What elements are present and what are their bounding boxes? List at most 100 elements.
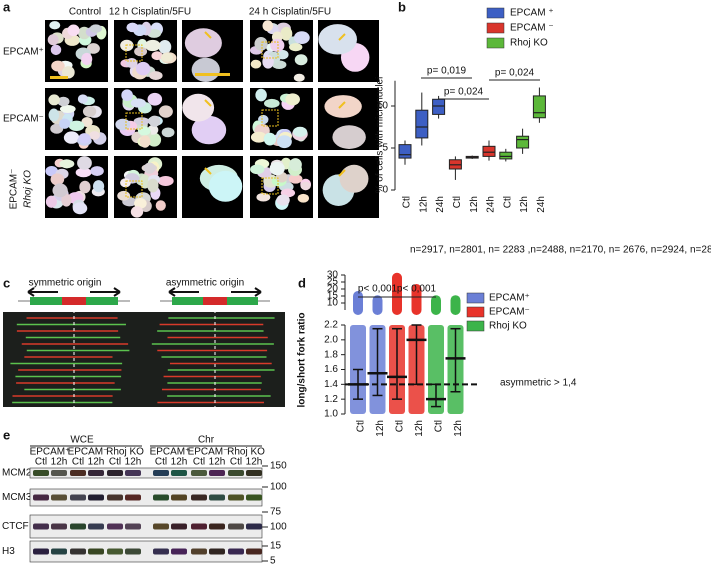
red-label: [62, 297, 86, 305]
nucleus: [67, 24, 80, 37]
dot-cloud: [428, 325, 444, 414]
band: [228, 494, 244, 501]
box: [482, 145, 496, 157]
y-axis-label: long/short fork ratio: [297, 313, 308, 408]
marker-label: 5: [270, 556, 276, 564]
scale-bar: [50, 76, 68, 79]
band: [228, 548, 244, 555]
nucleus: [79, 180, 91, 194]
band: [88, 523, 104, 530]
legend-swatch: [486, 7, 505, 19]
nucleus: [263, 132, 277, 146]
condition-label: EPCAM⁺: [150, 447, 191, 458]
nucleus: [148, 115, 161, 127]
legend-label: EPCAM ⁻: [510, 23, 554, 34]
x-tick-label: 12h: [375, 420, 386, 437]
nucleus: [332, 125, 366, 149]
threshold-label: asymmetric > 1,4: [500, 378, 577, 389]
nucleus: [57, 96, 70, 107]
nucleus: [270, 38, 285, 52]
lane-label: 12h: [246, 457, 263, 468]
nucleus: [117, 190, 131, 201]
nucleus: [134, 46, 148, 57]
x-tick-label: 12h: [519, 196, 530, 213]
origin-label: symmetric origin: [29, 278, 102, 289]
panel-label: d: [298, 275, 306, 290]
band: [125, 470, 141, 476]
band: [153, 470, 169, 476]
nucleus: [262, 54, 274, 69]
nucleus: [81, 52, 93, 66]
legend-swatch: [486, 37, 505, 49]
nucleus: [149, 71, 163, 80]
band: [125, 523, 141, 530]
nucleus: [50, 173, 65, 186]
y-tick-label: 25: [327, 277, 339, 288]
nucleus: [144, 39, 161, 52]
nucleus: [125, 58, 138, 69]
box: [398, 144, 412, 159]
nucleus: [184, 28, 222, 58]
nucleus: [89, 24, 102, 33]
nucleus: [93, 180, 105, 193]
box: [499, 151, 513, 160]
nucleus: [59, 104, 76, 113]
nucleus: [120, 178, 131, 188]
nucleus: [158, 105, 173, 118]
fork-arrow: [168, 287, 262, 297]
y-tick-label: 15: [327, 291, 339, 302]
lane-label: Ctl: [230, 457, 242, 468]
nucleus: [86, 43, 100, 54]
legend-label: Rhoj KO: [489, 321, 527, 332]
nucleus: [297, 193, 310, 203]
marker-label: 15: [270, 541, 282, 552]
nucleus: [269, 161, 285, 176]
zoom-box: [125, 44, 143, 62]
nucleus: [51, 60, 65, 72]
nucleus: [45, 166, 58, 177]
nucleus: [182, 93, 215, 122]
nucleus: [126, 22, 139, 33]
band: [51, 523, 67, 530]
x-tick-label: 12h: [418, 196, 429, 213]
legend-swatch: [486, 22, 505, 34]
y-tick-label: 2.2: [324, 320, 338, 331]
row-label: EPCAM⁻: [3, 114, 44, 125]
p-value: p= 0,024: [444, 87, 484, 98]
nucleus: [130, 98, 146, 108]
legend-label: EPCAM⁻: [489, 307, 530, 318]
legend-label: EPCAM ⁺: [510, 8, 554, 19]
condition-label: EPCAM⁺: [30, 447, 71, 458]
lane-label: Ctl: [35, 457, 47, 468]
panel-label: a: [3, 0, 11, 14]
x-tick-label: 12h: [414, 420, 425, 437]
band: [33, 523, 49, 530]
zoom-box: [125, 112, 143, 130]
nucleus: [78, 133, 91, 144]
marker-label: 150: [270, 461, 287, 472]
lane-label: 12h: [88, 457, 105, 468]
p-value: p< 0,001: [358, 284, 398, 295]
band: [246, 494, 262, 501]
arrow: [204, 167, 346, 177]
nucleus: [135, 61, 151, 76]
lane-label: 12h: [51, 457, 68, 468]
y-tick-label: 1.6: [324, 364, 338, 375]
nucleus: [50, 44, 62, 56]
x-tick-label: Ctl: [402, 196, 413, 208]
nucleus: [68, 120, 85, 132]
band: [51, 494, 67, 501]
nucleus: [250, 59, 262, 69]
y-tick-label: 10: [377, 101, 389, 112]
panel-label: c: [3, 275, 10, 290]
box: [432, 98, 446, 115]
lane-label: Ctl: [72, 457, 84, 468]
y-tick-label: 10: [327, 298, 339, 309]
band: [209, 470, 225, 476]
nucleus: [191, 115, 227, 145]
x-tick-label: Ctl: [452, 196, 463, 208]
nucleus: [263, 98, 280, 108]
x-tick-label: Ctl: [356, 420, 367, 432]
nucleus: [191, 57, 220, 82]
nucleus: [48, 94, 60, 106]
